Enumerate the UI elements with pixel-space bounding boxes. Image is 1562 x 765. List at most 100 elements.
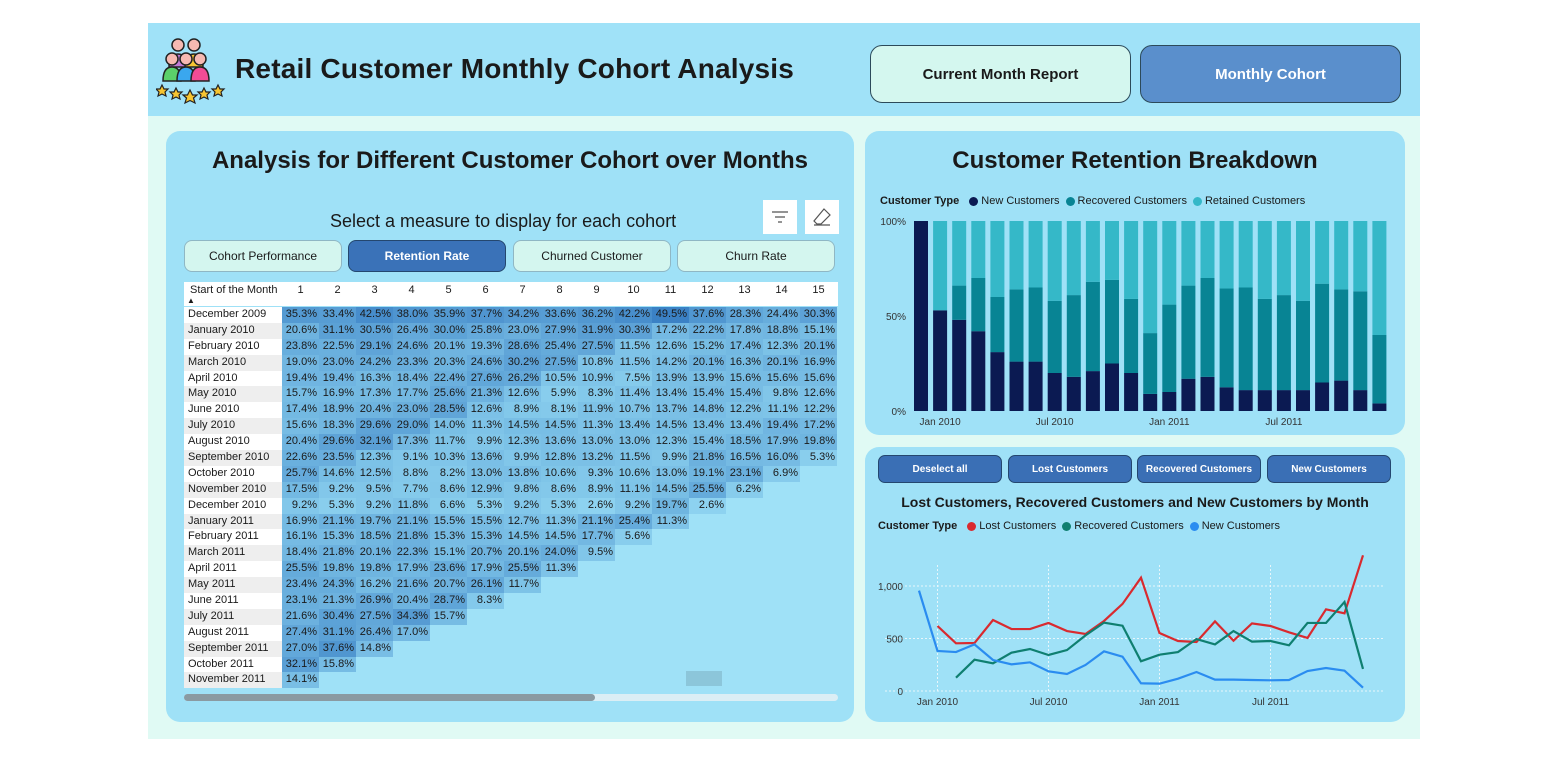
- matrix-cell[interactable]: 35.9%: [430, 307, 467, 323]
- matrix-cell[interactable]: 15.1%: [800, 322, 837, 339]
- legend-recovered[interactable]: Recovered Customers: [1077, 195, 1187, 207]
- matrix-cell[interactable]: 14.5%: [504, 418, 541, 435]
- matrix-cell[interactable]: 5.6%: [615, 529, 652, 546]
- matrix-cell[interactable]: 33.4%: [319, 307, 356, 323]
- matrix-cell[interactable]: 11.5%: [615, 354, 652, 371]
- matrix-cell[interactable]: 25.4%: [541, 338, 578, 355]
- matrix-cell[interactable]: 8.6%: [541, 481, 578, 498]
- column-header[interactable]: 3: [371, 284, 378, 296]
- matrix-cell[interactable]: 13.9%: [652, 370, 689, 387]
- matrix-cell[interactable]: 27.5%: [541, 354, 578, 371]
- matrix-cell[interactable]: 21.8%: [319, 545, 356, 562]
- matrix-cell[interactable]: 11.3%: [652, 513, 689, 530]
- matrix-cell[interactable]: 16.2%: [356, 577, 393, 594]
- matrix-cell[interactable]: 27.4%: [282, 624, 319, 641]
- matrix-cell[interactable]: 25.5%: [504, 561, 541, 578]
- matrix-cell[interactable]: 20.4%: [282, 434, 319, 451]
- column-header[interactable]: 9: [593, 284, 600, 296]
- matrix-cell[interactable]: 23.1%: [726, 465, 763, 482]
- matrix-cell[interactable]: 11.7%: [430, 434, 467, 451]
- matrix-cell[interactable]: 31.1%: [319, 322, 356, 339]
- matrix-cell[interactable]: 14.2%: [652, 354, 689, 371]
- matrix-cell[interactable]: 21.1%: [319, 513, 356, 530]
- column-header[interactable]: 12: [701, 284, 714, 296]
- matrix-cell[interactable]: 13.8%: [504, 465, 541, 482]
- matrix-cell[interactable]: 21.8%: [393, 529, 430, 546]
- matrix-cell[interactable]: 18.9%: [319, 402, 356, 419]
- matrix-cell[interactable]: 35.3%: [282, 307, 319, 323]
- matrix-cell[interactable]: 25.5%: [689, 481, 726, 498]
- matrix-cell[interactable]: 23.4%: [282, 577, 319, 594]
- matrix-cell[interactable]: 16.9%: [800, 354, 837, 371]
- matrix-cell[interactable]: 14.5%: [652, 418, 689, 435]
- matrix-cell[interactable]: 23.8%: [282, 338, 319, 355]
- matrix-cell[interactable]: 17.4%: [282, 402, 319, 419]
- matrix-cell[interactable]: 26.1%: [467, 577, 504, 594]
- matrix-cell[interactable]: 20.4%: [393, 593, 430, 609]
- matrix-cell[interactable]: 10.5%: [541, 370, 578, 387]
- matrix-cell[interactable]: 28.6%: [504, 338, 541, 355]
- matrix-cell[interactable]: 13.4%: [689, 418, 726, 435]
- column-header[interactable]: 6: [482, 284, 489, 296]
- matrix-cell[interactable]: 12.7%: [504, 513, 541, 530]
- matrix-cell[interactable]: 14.5%: [652, 481, 689, 498]
- column-header[interactable]: 1: [297, 284, 304, 296]
- matrix-cell[interactable]: 11.3%: [541, 561, 578, 578]
- matrix-cell[interactable]: 17.9%: [763, 434, 800, 451]
- matrix-cell[interactable]: 14.5%: [504, 529, 541, 546]
- matrix-cell[interactable]: 21.3%: [319, 593, 356, 609]
- matrix-cell[interactable]: 30.0%: [430, 322, 467, 339]
- matrix-cell[interactable]: 15.4%: [689, 434, 726, 451]
- matrix-cell[interactable]: 25.4%: [615, 513, 652, 530]
- matrix-cell[interactable]: 13.6%: [467, 450, 504, 466]
- matrix-cell[interactable]: 8.2%: [430, 465, 467, 482]
- matrix-cell[interactable]: 15.7%: [430, 608, 467, 625]
- matrix-cell[interactable]: 17.8%: [726, 322, 763, 339]
- matrix-cell[interactable]: 37.6%: [689, 307, 726, 323]
- matrix-cell[interactable]: 12.6%: [800, 386, 837, 403]
- matrix-cell[interactable]: 10.6%: [541, 465, 578, 482]
- matrix-cell[interactable]: 14.0%: [430, 418, 467, 435]
- matrix-cell[interactable]: 13.4%: [726, 418, 763, 435]
- matrix-cell[interactable]: 42.2%: [615, 307, 652, 323]
- matrix-cell[interactable]: 24.3%: [319, 577, 356, 594]
- matrix-cell[interactable]: 11.1%: [763, 402, 800, 419]
- matrix-cell[interactable]: 9.8%: [763, 386, 800, 403]
- matrix-cell[interactable]: 12.6%: [652, 338, 689, 355]
- matrix-cell[interactable]: 18.4%: [282, 545, 319, 562]
- matrix-cell[interactable]: 6.6%: [430, 497, 467, 514]
- column-header[interactable]: 7: [519, 284, 526, 296]
- matrix-cell[interactable]: 5.9%: [541, 386, 578, 403]
- matrix-cell[interactable]: 15.5%: [430, 513, 467, 530]
- matrix-cell[interactable]: 19.8%: [356, 561, 393, 578]
- matrix-cell[interactable]: 12.2%: [726, 402, 763, 419]
- matrix-cell[interactable]: 15.3%: [319, 529, 356, 546]
- matrix-cell[interactable]: 12.9%: [467, 481, 504, 498]
- matrix-cell[interactable]: 14.5%: [541, 418, 578, 435]
- matrix-cell[interactable]: 20.1%: [504, 545, 541, 562]
- legend-lost[interactable]: Lost Customers: [979, 520, 1057, 532]
- matrix-cell[interactable]: 16.9%: [282, 513, 319, 530]
- matrix-cell[interactable]: 30.3%: [615, 322, 652, 339]
- matrix-cell[interactable]: 27.6%: [467, 370, 504, 387]
- matrix-cell[interactable]: 26.4%: [393, 322, 430, 339]
- clear-selections-button[interactable]: [805, 200, 839, 234]
- matrix-cell[interactable]: 19.1%: [689, 465, 726, 482]
- matrix-cell[interactable]: 23.0%: [393, 402, 430, 419]
- column-header[interactable]: 11: [664, 284, 677, 296]
- matrix-cell[interactable]: 6.9%: [763, 465, 800, 482]
- matrix-cell[interactable]: 14.8%: [689, 402, 726, 419]
- matrix-cell[interactable]: 2.6%: [689, 497, 726, 514]
- matrix-cell[interactable]: 11.5%: [615, 338, 652, 355]
- matrix-cell[interactable]: 15.6%: [800, 370, 837, 387]
- matrix-cell[interactable]: 16.3%: [356, 370, 393, 387]
- matrix-cell[interactable]: 21.1%: [578, 513, 615, 530]
- matrix-cell[interactable]: 8.9%: [578, 481, 615, 498]
- matrix-cell[interactable]: 8.6%: [430, 481, 467, 498]
- sort-ascending-icon[interactable]: ▲: [187, 296, 195, 305]
- matrix-cell[interactable]: 10.7%: [615, 402, 652, 419]
- matrix-cell[interactable]: 26.2%: [504, 370, 541, 387]
- matrix-cell[interactable]: 30.3%: [800, 307, 837, 323]
- matrix-cell[interactable]: 26.4%: [356, 624, 393, 641]
- matrix-cell[interactable]: 29.0%: [393, 418, 430, 435]
